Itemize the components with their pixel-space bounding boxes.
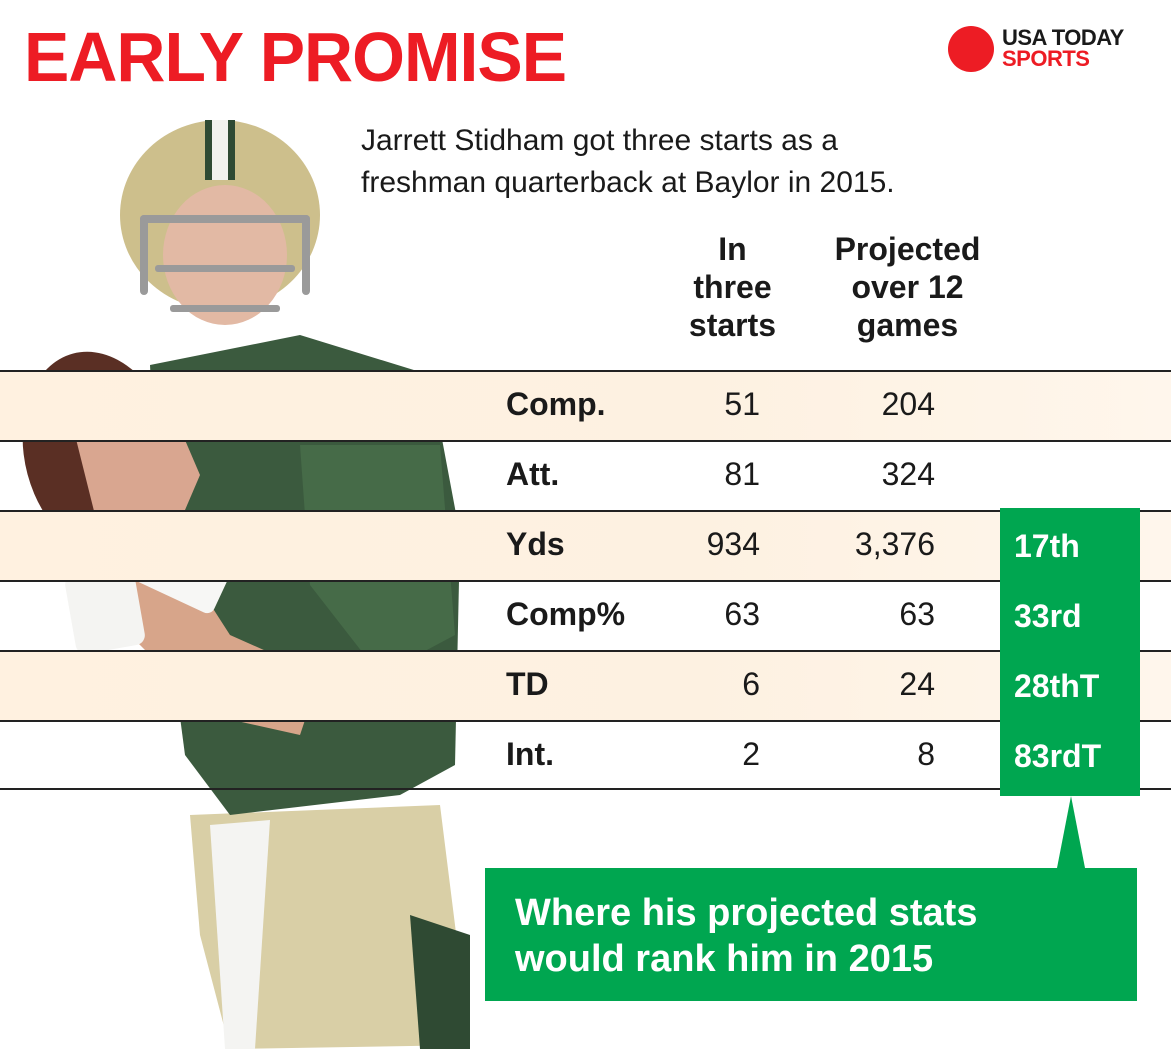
table-row: TD 6 24	[0, 650, 1171, 720]
table-row: Att. 81 324	[0, 440, 1171, 510]
projected-value: 3,376	[854, 526, 935, 562]
projected-value: 24	[899, 666, 935, 702]
stat-label: TD	[506, 666, 549, 702]
stat-label: Int.	[506, 736, 554, 772]
three-starts-value: 6	[742, 666, 760, 702]
stats-table: Comp. 51 204 Att. 81 324 Yds 934 3,376 C…	[0, 370, 1171, 790]
usa-today-sports-logo: USA TODAY SPORTS	[948, 26, 1124, 72]
rank-callout: Where his projected stats would rank him…	[485, 868, 1137, 1001]
column-header-three-starts: In three starts	[688, 231, 777, 343]
column-header-projected: Projected over 12 games	[834, 231, 981, 343]
three-starts-value: 81	[724, 456, 760, 492]
table-row: Comp. 51 204	[0, 370, 1171, 440]
stat-label: Comp.	[506, 386, 606, 422]
stat-label: Comp%	[506, 596, 626, 632]
subtitle: Jarrett Stidham got three starts as a fr…	[361, 124, 895, 199]
logo-line-1: USA TODAY	[1002, 25, 1124, 51]
projected-value: 63	[899, 596, 935, 632]
stat-label: Att.	[506, 456, 560, 492]
three-starts-value: 934	[706, 526, 760, 562]
rank-column: 17th 33rd 28thT 83rdT	[1000, 508, 1140, 796]
rank-comp-pct: 33rd	[1014, 598, 1082, 634]
projected-value: 324	[881, 456, 935, 492]
rank-yds: 17th	[1014, 528, 1080, 564]
page-title: EARLY PROMISE	[24, 18, 567, 96]
stat-label: Yds	[506, 526, 565, 562]
three-starts-value: 51	[724, 386, 760, 422]
table-row: Comp% 63 63	[0, 580, 1171, 650]
projected-value: 8	[917, 736, 935, 772]
table-row: Yds 934 3,376	[0, 510, 1171, 580]
table-row: Int. 2 8	[0, 720, 1171, 790]
three-starts-value: 63	[724, 596, 760, 632]
projected-value: 204	[881, 386, 935, 422]
logo-line-2: SPORTS	[1002, 46, 1090, 71]
three-starts-value: 2	[742, 736, 760, 772]
rank-int: 83rdT	[1014, 738, 1102, 774]
logo-dot-icon	[948, 26, 994, 72]
callout-pointer-icon	[1057, 796, 1085, 868]
rank-td: 28thT	[1014, 668, 1100, 704]
